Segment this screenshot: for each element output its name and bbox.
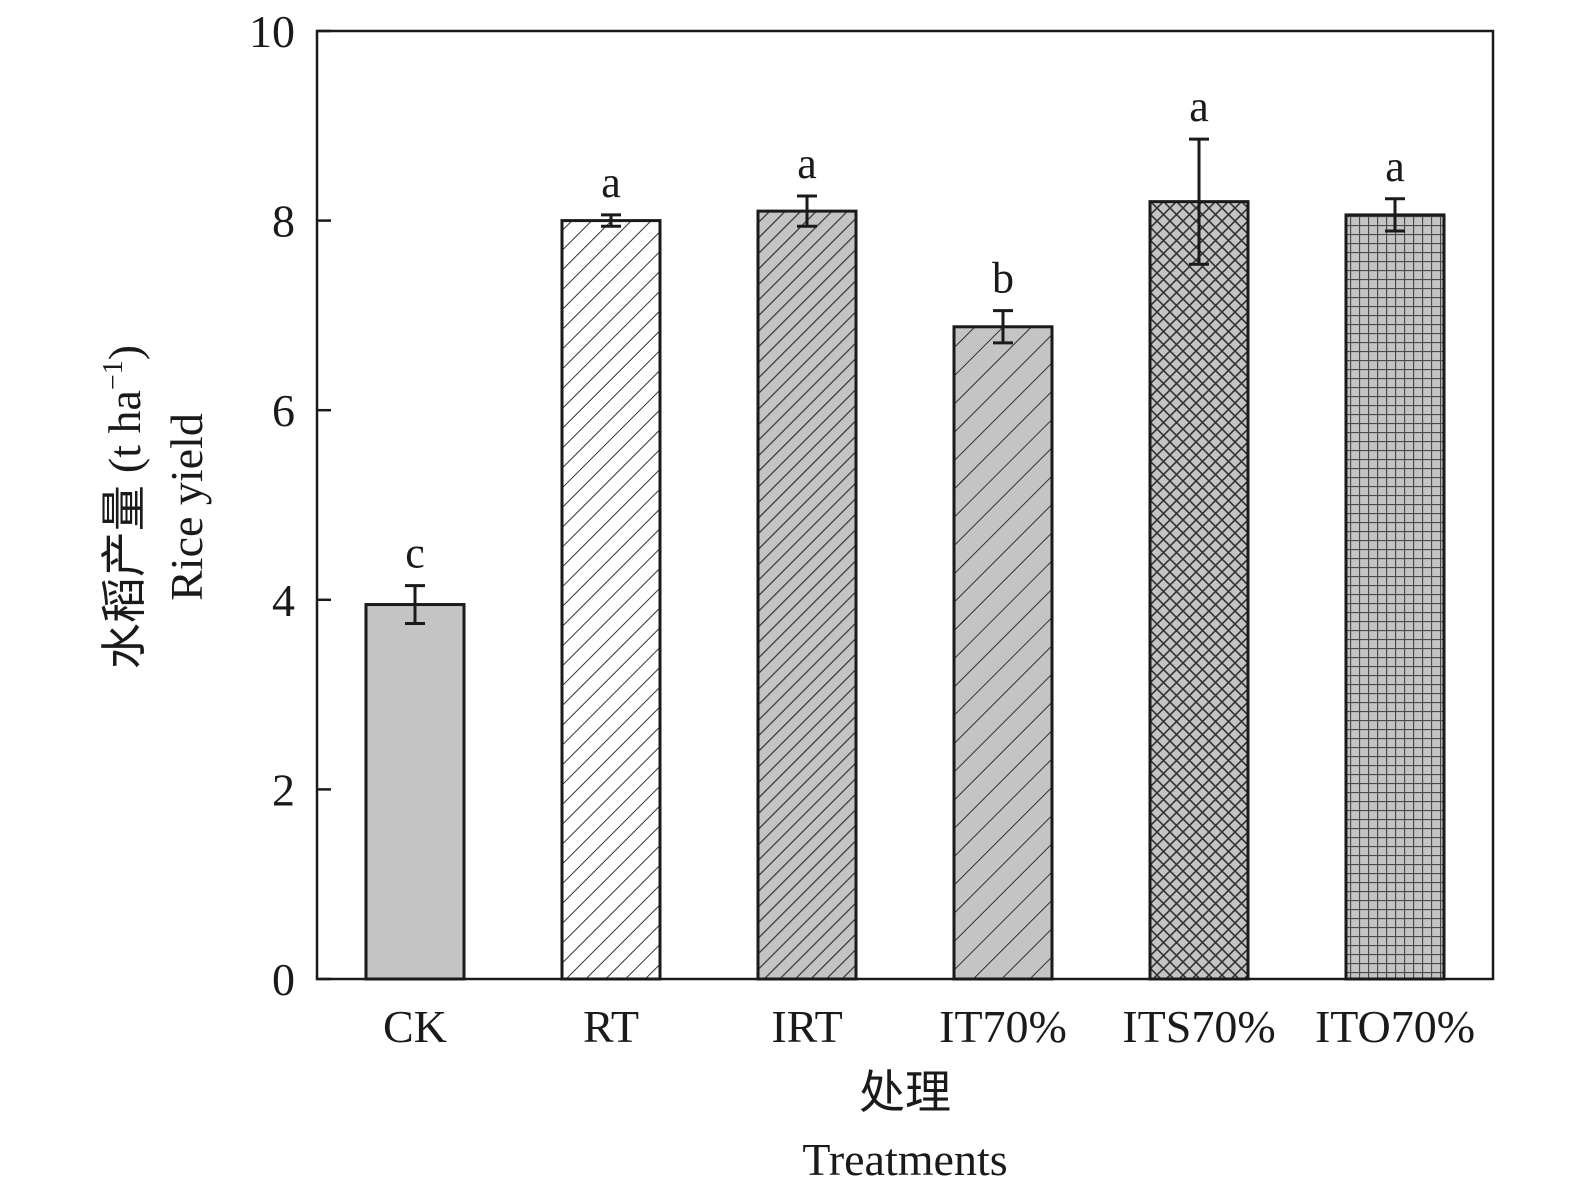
y-axis-title-unit-post: )	[99, 345, 150, 360]
error-bar-irt	[797, 194, 817, 228]
y-axis-ticks	[317, 29, 331, 981]
error-bar-rt	[601, 213, 621, 228]
significance-letter-ck: c	[405, 529, 425, 578]
x-tick-label-its70: ITS70%	[1122, 1001, 1275, 1052]
y-tick-label-8: 8	[272, 196, 295, 247]
y-tick-label-4: 4	[272, 575, 295, 626]
error-bar-its70	[1189, 137, 1209, 266]
bar-rt	[560, 219, 662, 981]
x-tick-label-irt: IRT	[771, 1001, 842, 1052]
error-bar-it70	[993, 309, 1013, 345]
y-axis-title-cn: 水稻产量	[99, 485, 150, 669]
bar-ck	[364, 603, 466, 981]
significance-letter-its70: a	[1189, 82, 1209, 131]
plot-frame	[315, 29, 1495, 981]
y-axis-title: 水稻产量 (t ha−1) Rice yield	[98, 345, 212, 669]
x-axis-title-en: Treatments	[802, 1134, 1007, 1185]
bar-irt	[756, 209, 858, 981]
significance-letter-rt: a	[601, 158, 621, 207]
y-axis-title-unit-sup: −1	[98, 360, 129, 390]
error-bar-ck	[405, 584, 425, 625]
significance-letter-it70: b	[992, 254, 1014, 303]
error-bar-ito70	[1385, 197, 1405, 233]
y-axis-title-line1: 水稻产量 (t ha−1)	[98, 345, 150, 669]
x-tick-label-rt: RT	[583, 1001, 639, 1052]
y-tick-label-0: 0	[272, 954, 295, 1005]
bars	[364, 200, 1446, 981]
error-bars	[405, 137, 1405, 625]
bar-ito70	[1344, 213, 1446, 981]
x-tick-label-ito70: ITO70%	[1315, 1001, 1475, 1052]
y-axis-title-en: Rice yield	[161, 413, 212, 601]
significance-letters: c a a b a a	[405, 82, 1405, 578]
bar-its70	[1148, 200, 1250, 981]
x-tick-label-ck: CK	[383, 1001, 447, 1052]
y-tick-label-6: 6	[272, 385, 295, 436]
x-tick-label-it70: IT70%	[939, 1001, 1067, 1052]
x-axis-title-cn: 处理	[859, 1067, 951, 1118]
bar-it70	[952, 325, 1054, 981]
y-axis-title-unit-pre: (t ha	[99, 390, 150, 473]
significance-letter-ito70: a	[1385, 142, 1405, 191]
y-tick-label-10: 10	[249, 6, 295, 57]
y-axis-tick-labels: 0 2 4 6 8 10	[249, 6, 295, 1005]
x-axis-tick-labels: CK RT IRT IT70% ITS70% ITO70%	[383, 1001, 1475, 1052]
significance-letter-irt: a	[797, 139, 817, 188]
y-tick-label-2: 2	[272, 764, 295, 815]
